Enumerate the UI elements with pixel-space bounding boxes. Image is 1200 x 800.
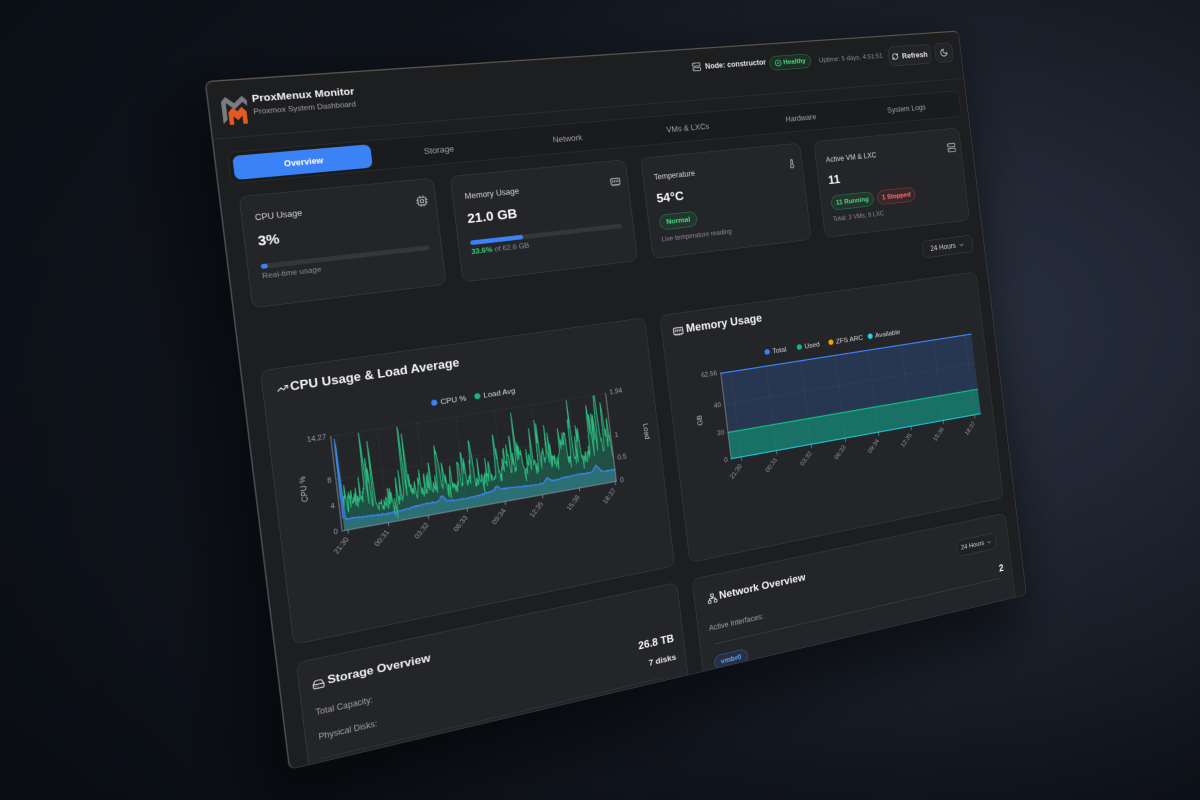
svg-text:18:37: 18:37 xyxy=(601,487,617,505)
svg-text:4: 4 xyxy=(330,502,336,511)
svg-text:09:34: 09:34 xyxy=(490,507,508,526)
svg-text:03:32: 03:32 xyxy=(413,521,431,540)
svg-text:18:37: 18:37 xyxy=(963,420,976,436)
svg-text:40: 40 xyxy=(714,401,722,410)
svg-text:15:36: 15:36 xyxy=(932,426,946,443)
svg-text:21:30: 21:30 xyxy=(332,535,351,555)
svg-text:CPU %: CPU % xyxy=(440,393,467,406)
svg-text:14.27: 14.27 xyxy=(306,433,326,444)
svg-text:Load Avg: Load Avg xyxy=(483,386,516,399)
svg-text:0: 0 xyxy=(620,476,625,484)
svg-text:Used: Used xyxy=(804,340,820,350)
svg-text:21:30: 21:30 xyxy=(728,462,744,480)
svg-text:GB: GB xyxy=(695,414,704,426)
svg-text:00:31: 00:31 xyxy=(373,528,391,547)
svg-text:0.5: 0.5 xyxy=(617,453,628,462)
svg-text:20: 20 xyxy=(717,429,725,438)
svg-text:06:33: 06:33 xyxy=(833,443,848,460)
svg-text:12:35: 12:35 xyxy=(528,500,545,519)
svg-text:1: 1 xyxy=(614,431,619,439)
svg-text:1.94: 1.94 xyxy=(609,387,623,397)
svg-text:0: 0 xyxy=(724,456,729,464)
svg-text:15:36: 15:36 xyxy=(565,493,582,512)
svg-text:12:35: 12:35 xyxy=(899,431,913,448)
svg-text:62.56: 62.56 xyxy=(701,370,718,380)
svg-text:0: 0 xyxy=(333,528,339,537)
svg-text:8: 8 xyxy=(327,476,333,485)
svg-text:09:34: 09:34 xyxy=(866,437,880,454)
svg-text:CPU %: CPU % xyxy=(297,475,310,503)
svg-text:ZFS ARC: ZFS ARC xyxy=(835,333,863,345)
svg-text:00:31: 00:31 xyxy=(764,456,779,473)
svg-text:Total: Total xyxy=(772,345,787,355)
svg-text:03:32: 03:32 xyxy=(799,450,814,467)
svg-text:06:33: 06:33 xyxy=(452,514,470,533)
svg-text:Load: Load xyxy=(642,423,652,440)
svg-text:Available: Available xyxy=(875,328,901,340)
